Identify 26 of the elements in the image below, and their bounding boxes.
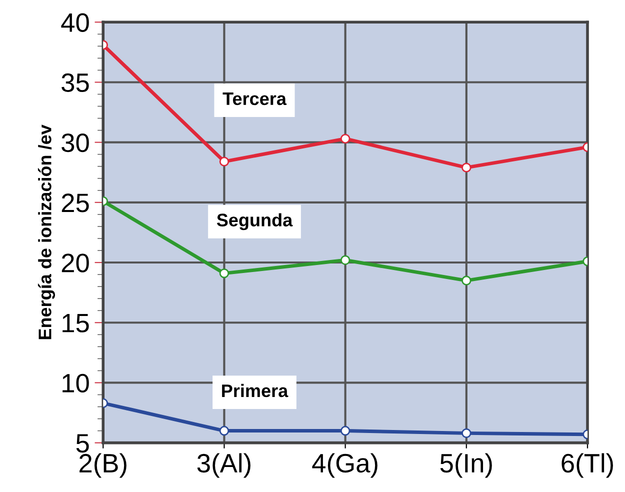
- y-tick-label: 25: [62, 194, 89, 212]
- point: [462, 428, 472, 438]
- point: [219, 426, 230, 436]
- series-label: Primera: [222, 384, 288, 398]
- y-tick-label: 10: [62, 374, 89, 393]
- series-label: Segunda: [216, 213, 293, 230]
- point: [219, 268, 230, 278]
- point: [340, 426, 350, 436]
- y-tick-label: 5: [76, 434, 89, 453]
- x-tick-label: 5(In): [440, 453, 492, 478]
- y-tick-label: 35: [62, 73, 89, 92]
- x-tick-label: 4(Ga): [312, 453, 378, 478]
- text: Tercera: [222, 92, 287, 106]
- point: [340, 255, 350, 265]
- y-axis-title: Energía de ionización /ev: [38, 124, 56, 340]
- x-tick-label: 6(Tl): [562, 453, 613, 478]
- point: [340, 134, 350, 144]
- point: [462, 162, 472, 172]
- point: [462, 276, 472, 286]
- y-tick-label: 20: [62, 254, 89, 272]
- point: [219, 156, 230, 166]
- x-tick-label: 3(Al): [197, 453, 250, 478]
- y-tick-label: 30: [62, 133, 89, 152]
- y-tick-label: 40: [61, 13, 89, 32]
- x-tick-label: 2(B): [80, 453, 126, 478]
- y-tick-label: 15: [62, 314, 89, 332]
